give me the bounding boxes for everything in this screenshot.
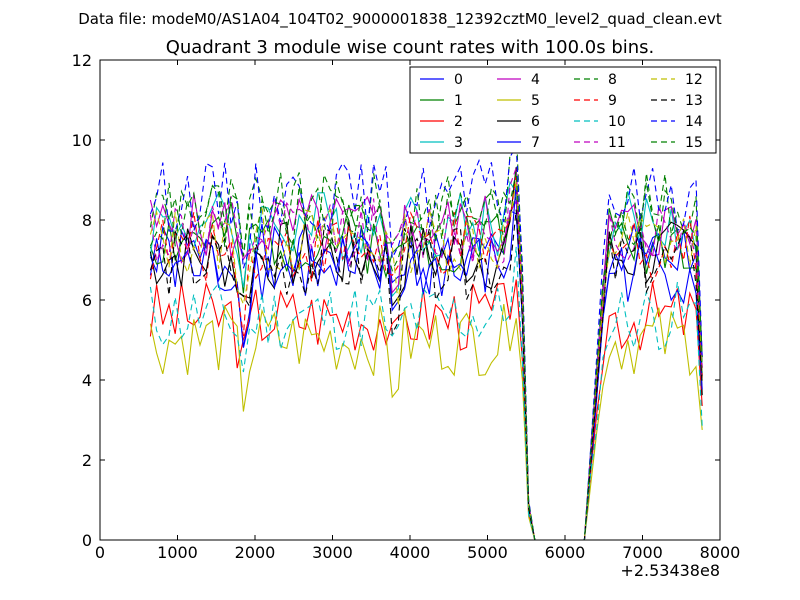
series-line-7 bbox=[149, 184, 703, 540]
x-axis-offset-label: +2.53438e8 bbox=[620, 561, 720, 580]
x-tick-label: 1000 bbox=[157, 543, 198, 562]
legend-label-5: 5 bbox=[531, 93, 540, 109]
y-tick-label: 10 bbox=[72, 131, 92, 150]
y-tick-label: 0 bbox=[82, 531, 92, 550]
legend-label-6: 6 bbox=[531, 114, 540, 130]
series-layer bbox=[149, 128, 703, 540]
series-line-3 bbox=[149, 180, 703, 540]
series-line-5 bbox=[149, 304, 703, 540]
x-tick-label: 4000 bbox=[390, 543, 431, 562]
series-line-12 bbox=[149, 180, 703, 540]
legend-box bbox=[409, 66, 717, 154]
chart-title: Quadrant 3 module wise count rates with … bbox=[166, 37, 655, 58]
figure-suptitle: Data file: modeM0/AS1A04_104T02_90000018… bbox=[78, 10, 722, 29]
y-tick-label: 2 bbox=[82, 451, 92, 470]
legend-label-1: 1 bbox=[454, 93, 463, 109]
plot-frame bbox=[99, 59, 721, 541]
y-tick-label: 4 bbox=[82, 371, 92, 390]
series-line-10 bbox=[149, 246, 703, 540]
x-tick-label: 7000 bbox=[622, 543, 663, 562]
y-tick-label: 6 bbox=[82, 291, 92, 310]
x-tick-label: 8000 bbox=[700, 543, 741, 562]
legend-label-8: 8 bbox=[608, 72, 617, 88]
x-tick-label: 6000 bbox=[545, 543, 586, 562]
y-tick-label: 12 bbox=[72, 51, 92, 70]
legend-label-2: 2 bbox=[454, 114, 463, 130]
legend-label-10: 10 bbox=[608, 114, 626, 130]
legend-label-13: 13 bbox=[685, 93, 703, 109]
legend-label-3: 3 bbox=[454, 135, 463, 151]
series-line-14 bbox=[149, 144, 703, 540]
x-tick-label: 3000 bbox=[312, 543, 353, 562]
y-tick-label: 8 bbox=[82, 211, 92, 230]
legend-label-0: 0 bbox=[454, 72, 463, 88]
legend-label-14: 14 bbox=[685, 114, 703, 130]
legend-label-11: 11 bbox=[608, 135, 626, 151]
series-line-15 bbox=[149, 171, 703, 540]
series-line-13 bbox=[149, 209, 703, 540]
legend-label-9: 9 bbox=[608, 93, 617, 109]
legend-label-12: 12 bbox=[685, 72, 703, 88]
series-line-2 bbox=[149, 279, 703, 540]
legend-label-7: 7 bbox=[531, 135, 540, 151]
x-tick-label: 2000 bbox=[235, 543, 276, 562]
x-tick-label: 5000 bbox=[467, 543, 508, 562]
x-tick-label: 0 bbox=[95, 543, 105, 562]
legend-label-4: 4 bbox=[531, 72, 540, 88]
legend-label-15: 15 bbox=[685, 135, 703, 151]
tick-layer: 0 1000 2000 3000 4000 5000 6000 7000 80000246810… bbox=[72, 51, 741, 562]
